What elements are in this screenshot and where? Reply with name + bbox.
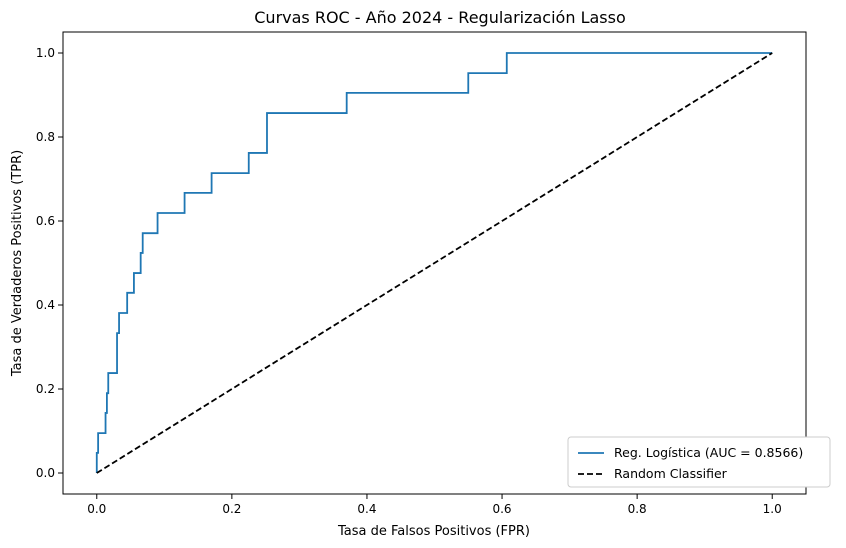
- x-axis-ticks: 0.0 0.2 0.4 0.6 0.8 1.0: [87, 494, 782, 516]
- series-layer: [95, 52, 773, 474]
- y-tick-label: 0.4: [36, 298, 55, 312]
- roc-line-random-classifier: [96, 52, 773, 474]
- y-axis-label: Tasa de Verdaderos Positivos (TPR): [10, 150, 25, 377]
- y-tick-label: 0.2: [36, 382, 55, 396]
- chart-title: Curvas ROC - Año 2024 - Regularización L…: [254, 8, 626, 27]
- legend: Reg. Logística (AUC = 0.8566) Random Cla…: [567, 436, 831, 488]
- x-tick-label: 0.8: [628, 502, 647, 516]
- roc-curve-logistic: [95, 52, 773, 473]
- x-tick-label: 0.2: [222, 502, 241, 516]
- y-tick-label: 0.8: [36, 130, 55, 144]
- legend-label-logistic: Reg. Logística (AUC = 0.8566): [614, 445, 803, 460]
- y-tick-label: 1.0: [36, 46, 55, 60]
- x-tick-label: 1.0: [763, 502, 782, 516]
- legend-box: [567, 436, 831, 488]
- x-tick-label: 0.4: [357, 502, 376, 516]
- y-tick-label: 0.0: [36, 466, 55, 480]
- y-axis-ticks: 0.0 0.2 0.4 0.6 0.8 1.0: [36, 46, 63, 480]
- x-tick-label: 0.6: [492, 502, 511, 516]
- plot-area: [62, 31, 807, 495]
- y-tick-label: 0.6: [36, 214, 55, 228]
- x-axis-label: Tasa de Falsos Positivos (FPR): [337, 524, 530, 539]
- x-tick-label: 0.0: [87, 502, 106, 516]
- legend-label-random: Random Classifier: [614, 466, 728, 481]
